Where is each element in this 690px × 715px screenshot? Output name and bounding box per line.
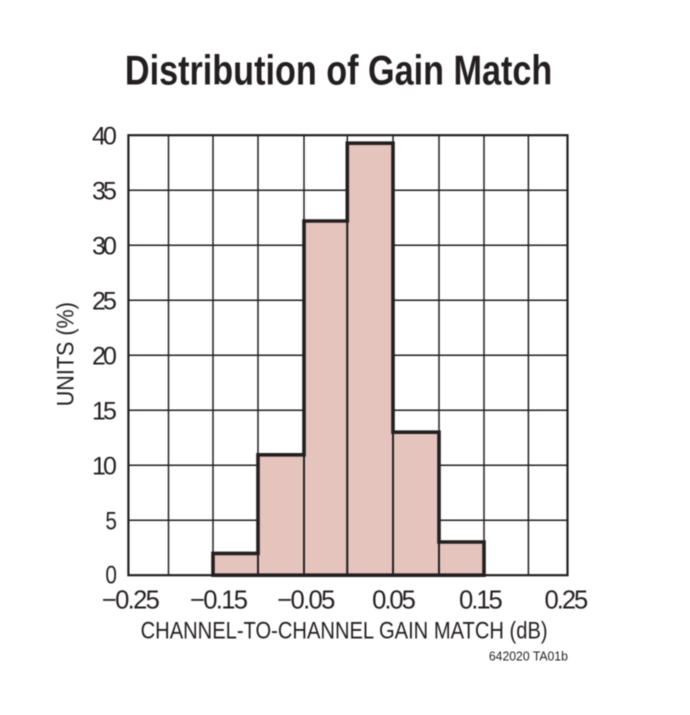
svg-text:−0.25: −0.25 xyxy=(102,586,160,614)
svg-text:20: 20 xyxy=(92,342,117,370)
svg-text:−0.15: −0.15 xyxy=(190,586,248,614)
svg-text:0.25: 0.25 xyxy=(545,586,589,614)
svg-text:15: 15 xyxy=(92,397,117,425)
svg-text:30: 30 xyxy=(92,232,117,260)
svg-text:UNITS (%): UNITS (%) xyxy=(53,302,80,406)
svg-text:0.15: 0.15 xyxy=(459,586,503,614)
svg-text:40: 40 xyxy=(92,122,117,150)
svg-text:CHANNEL-TO-CHANNEL GAIN MATCH: CHANNEL-TO-CHANNEL GAIN MATCH (dB) xyxy=(141,617,548,644)
svg-text:10: 10 xyxy=(92,452,117,480)
svg-text:−0.05: −0.05 xyxy=(277,586,335,614)
svg-text:642020 TA01b: 642020 TA01b xyxy=(489,648,568,663)
svg-text:35: 35 xyxy=(92,177,117,205)
svg-text:5: 5 xyxy=(105,507,117,535)
svg-text:0: 0 xyxy=(105,560,117,588)
svg-text:Distribution of Gain Match: Distribution of Gain Match xyxy=(125,47,552,94)
svg-text:0.05: 0.05 xyxy=(372,586,416,614)
svg-text:25: 25 xyxy=(92,287,117,315)
